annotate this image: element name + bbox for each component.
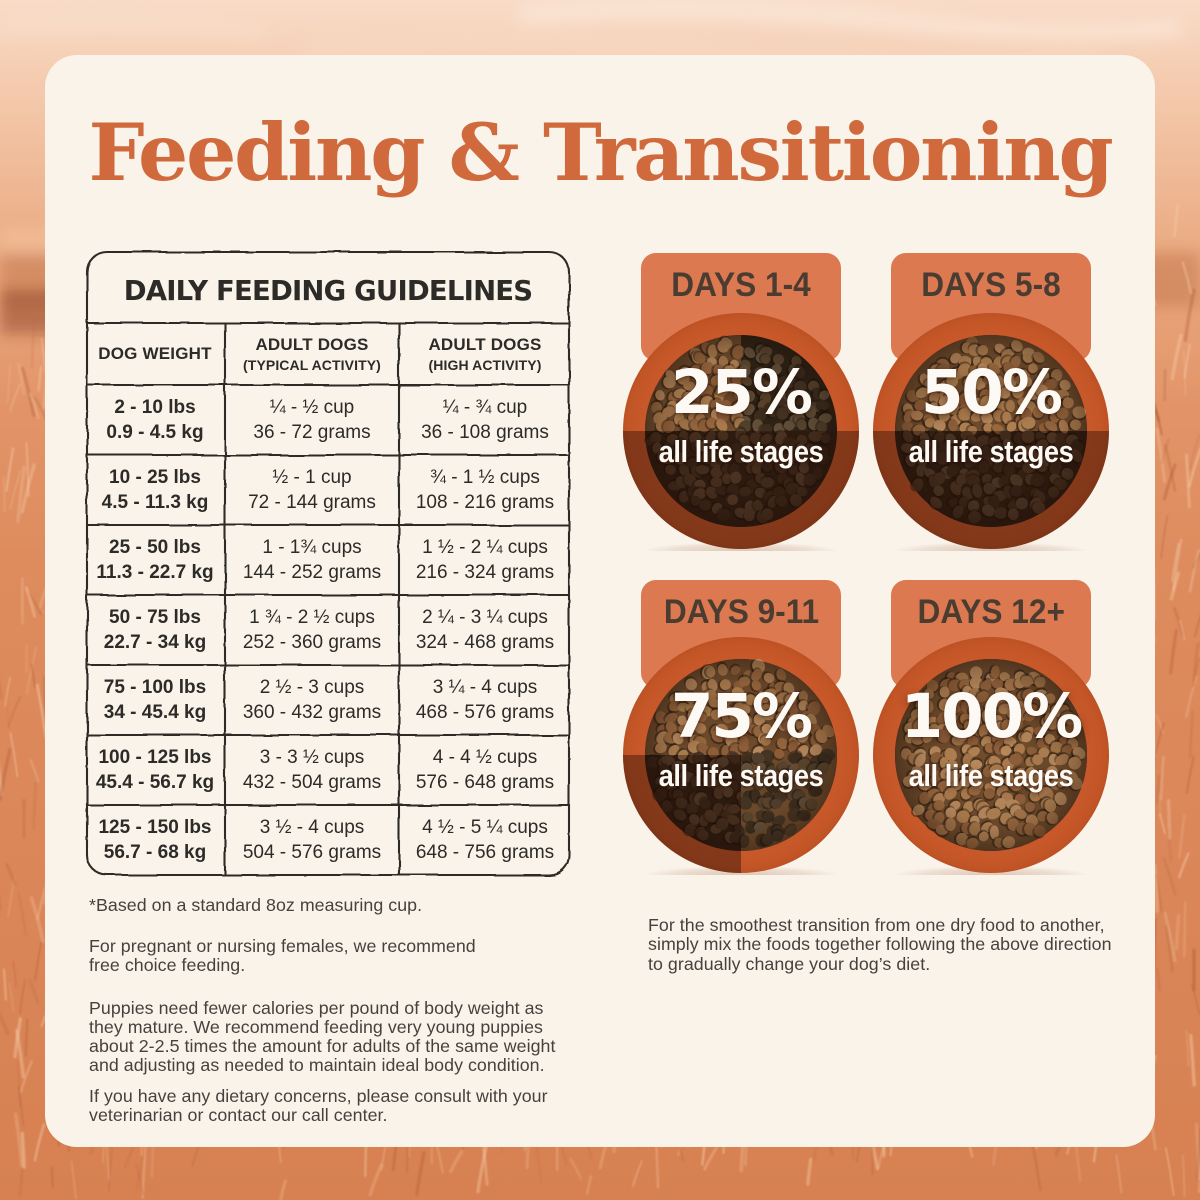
column-header: ADULT DOGS (TYPICAL ACTIVITY): [243, 335, 381, 373]
table-row: 100 - 125 lbs 45.4 - 56.7 kg 3 - 3 ½ cups 4…: [85, 735, 571, 805]
cell-typical-activity: ½ - 1 cup 72 - 144 grams: [248, 467, 376, 513]
cell-dog-weight: 10 - 25 lbs 4.5 - 11.3 kg: [101, 467, 209, 513]
kibble-bowl: [873, 637, 1109, 875]
table-row: 50 - 75 lbs 22.7 - 34 kg 1 ¾ - 2 ½ cups 252…: [85, 595, 571, 665]
cell-high-activity: 3 ¼ - 4 cups 468 - 576 grams: [415, 677, 555, 723]
table-header-row: DOG WEIGHT ADULT DOGS (TYPICAL ACTIVITY) AD…: [85, 323, 571, 385]
footnote: For pregnant or nursing females, we reco…: [89, 936, 476, 975]
cell-typical-activity: 1 - 1¾ cups 144 - 252 grams: [242, 537, 382, 583]
card: Feeding & Transitioning DAILY FEEDING GU…: [45, 55, 1155, 1147]
feeding-guidelines-table: DAILY FEEDING GUIDELINES DOG WEIGHT ADULT…: [85, 250, 571, 877]
cell-typical-activity: 2 ½ - 3 cups 360 - 432 grams: [242, 677, 382, 723]
cell-typical-activity: 3 - 3 ½ cups 432 - 504 grams: [242, 747, 382, 793]
cell-high-activity: 4 ½ - 5 ¼ cups 648 - 756 grams: [415, 817, 555, 863]
table-borders: [85, 250, 571, 877]
step-percent: 100%: [900, 681, 1083, 752]
kibble-bowl: [873, 313, 1109, 551]
step-percent: 75%: [670, 681, 813, 752]
column-header: ADULT DOGS (HIGH ACTIVITY): [428, 335, 542, 373]
column-header: DOG WEIGHT: [98, 344, 212, 363]
transition-note: For the smoothest transition from one dr…: [648, 915, 1112, 974]
page-title: Feeding & Transitioning: [88, 106, 1113, 199]
cell-typical-activity: 3 ½ - 4 cups 504 - 576 grams: [242, 817, 382, 863]
table-row: 2 - 10 lbs 0.9 - 4.5 kg ¼ - ½ cup 36 - 72 g…: [85, 385, 571, 455]
kibble-bowl: [623, 313, 859, 551]
cell-dog-weight: 2 - 10 lbs 0.9 - 4.5 kg: [106, 397, 204, 443]
cell-dog-weight: 75 - 100 lbs 34 - 45.4 kg: [103, 677, 207, 723]
step-all-life-stages: all life stages: [658, 758, 824, 793]
footnote: Puppies need fewer calories per pound of…: [89, 998, 556, 1075]
cell-typical-activity: 1 ¾ - 2 ½ cups 252 - 360 grams: [242, 607, 382, 653]
cell-high-activity: ¼ - ¾ cup 36 - 108 grams: [421, 397, 549, 443]
cell-high-activity: 4 - 4 ½ cups 576 - 648 grams: [415, 747, 555, 793]
table-row: 75 - 100 lbs 34 - 45.4 kg 2 ½ - 3 cups 360 …: [85, 665, 571, 735]
cell-dog-weight: 125 - 150 lbs 56.7 - 68 kg: [98, 817, 212, 863]
cell-high-activity: 2 ¼ - 3 ¼ cups 324 - 468 grams: [415, 607, 555, 653]
cell-typical-activity: ¼ - ½ cup 36 - 72 grams: [253, 397, 371, 443]
table-row: 125 - 150 lbs 56.7 - 68 kg 3 ½ - 4 cups 504…: [85, 805, 571, 875]
cell-high-activity: ¾ - 1 ½ cups 108 - 216 grams: [415, 467, 555, 513]
transition-step: DAYS 1-4 25% all life stages: [619, 253, 863, 556]
footnote: If you have any dietary concerns, please…: [89, 1086, 548, 1125]
table-row: 25 - 50 lbs 11.3 - 22.7 kg 1 - 1¾ cups 144 …: [85, 525, 571, 595]
cell-dog-weight: 100 - 125 lbs 45.4 - 56.7 kg: [95, 747, 215, 793]
footnote: *Based on a standard 8oz measuring cup.: [89, 895, 423, 915]
step-percent: 25%: [670, 357, 813, 428]
cell-high-activity: 1 ½ - 2 ¼ cups 216 - 324 grams: [415, 537, 555, 583]
step-all-life-stages: all life stages: [908, 758, 1074, 793]
cell-dog-weight: 50 - 75 lbs 22.7 - 34 kg: [103, 607, 207, 653]
transition-step: DAYS 5-8 50% all life stages: [869, 253, 1113, 556]
step-percent: 50%: [920, 357, 1063, 428]
kibble-bowl: [623, 637, 859, 875]
table-title: DAILY FEEDING GUIDELINES: [123, 274, 533, 307]
cell-dog-weight: 25 - 50 lbs 11.3 - 22.7 kg: [96, 537, 214, 583]
table-row: 10 - 25 lbs 4.5 - 11.3 kg ½ - 1 cup 72 - 14…: [85, 455, 571, 525]
transition-step: DAYS 12+ 100% all life stages: [869, 580, 1113, 880]
transition-step: DAYS 9-11 75% all life stages: [619, 580, 863, 880]
step-all-life-stages: all life stages: [658, 434, 824, 469]
step-all-life-stages: all life stages: [908, 434, 1074, 469]
